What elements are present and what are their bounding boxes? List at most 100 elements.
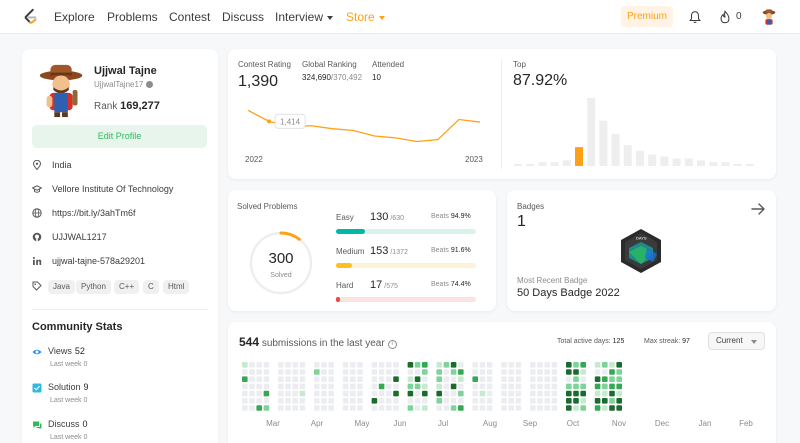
views-last-week: Last week 0 xyxy=(50,361,88,368)
nav-problems[interactable]: Problems xyxy=(107,10,158,24)
heatmap-cell xyxy=(616,369,622,375)
arrow-right-icon[interactable] xyxy=(750,201,766,217)
heatmap-cell xyxy=(321,362,327,368)
attended-value: 10 xyxy=(372,73,381,82)
histogram-bar xyxy=(526,164,535,166)
heatmap-cell xyxy=(342,405,349,411)
info-icon[interactable]: i xyxy=(387,340,397,349)
heatmap-cell xyxy=(263,390,270,397)
histogram-bar xyxy=(562,160,571,166)
heatmap-cell xyxy=(537,362,543,368)
heatmap-cell xyxy=(472,376,478,382)
heatmap-cell xyxy=(515,362,522,368)
heatmap-cell xyxy=(566,383,572,390)
heatmap-cell xyxy=(472,398,478,404)
linkedin-link[interactable]: ujjwal-tajne-578a29201 xyxy=(52,256,146,266)
heatmap-cell xyxy=(256,398,262,404)
heatmap-cell xyxy=(378,398,385,404)
bell-icon[interactable] xyxy=(688,10,702,24)
nav-store[interactable]: Store xyxy=(346,10,385,24)
heatmap-cell xyxy=(458,405,464,411)
heatmap-cell xyxy=(350,383,356,390)
streak-fire-icon[interactable] xyxy=(718,10,732,24)
heatmap-cell xyxy=(443,369,450,375)
nav-discuss[interactable]: Discuss xyxy=(222,10,265,24)
fifty-days-badge-icon[interactable]: DAYS xyxy=(619,228,663,274)
heatmap-cell xyxy=(314,398,320,404)
username-text: UjjwalTajne17 xyxy=(94,80,144,89)
premium-button[interactable]: Premium xyxy=(621,6,673,27)
github-link[interactable]: UJJWAL1217 xyxy=(52,232,107,242)
heatmap-cell xyxy=(486,362,493,368)
heatmap-cell xyxy=(371,398,378,404)
heatmap-cell xyxy=(530,376,536,382)
heatmap-cell xyxy=(458,362,464,368)
leetcode-logo-icon[interactable] xyxy=(22,8,40,26)
website-link[interactable]: https://bit.ly/3ahTm6f xyxy=(52,208,136,218)
rank-label: Rank xyxy=(94,101,118,112)
heatmap-cell xyxy=(602,376,608,382)
skill-tag[interactable]: Java xyxy=(48,280,75,294)
rating-histogram[interactable] xyxy=(514,94,764,166)
profile-rank: Rank 169,277 xyxy=(94,100,160,112)
heatmap-cell xyxy=(314,390,320,397)
heatmap-cell xyxy=(458,376,464,382)
heatmap-cell xyxy=(249,383,255,390)
heatmap-cell xyxy=(292,369,298,375)
skill-tag[interactable]: C++ xyxy=(114,280,140,294)
heatmap-cell xyxy=(486,376,493,382)
heatmap-cell xyxy=(580,405,586,411)
rating-line-chart[interactable]: 1,414 xyxy=(238,99,488,159)
heatmap-cell xyxy=(321,405,327,411)
heatmap-cell xyxy=(321,376,327,382)
heatmap-cell xyxy=(386,398,392,404)
skill-tag[interactable]: Python xyxy=(76,280,111,294)
solved-problems-title: Solved Problems xyxy=(237,202,298,211)
heatmap-cell xyxy=(393,376,399,382)
stat-label: Discuss 0 xyxy=(48,419,88,429)
difficulty-count: 153/1372 xyxy=(370,245,408,257)
location-pin-icon xyxy=(32,159,42,171)
heatmap-cell xyxy=(350,369,356,375)
website-row[interactable]: https://bit.ly/3ahTm6f xyxy=(32,208,136,218)
heatmap-cell xyxy=(263,376,270,382)
heatmap-cell xyxy=(378,390,385,397)
heatmap-cell xyxy=(299,369,306,375)
nav-explore[interactable]: Explore xyxy=(54,10,95,24)
heatmap-cell xyxy=(566,369,572,375)
heatmap-cell xyxy=(436,362,442,368)
github-row[interactable]: UJJWAL1217 xyxy=(32,232,107,242)
hard-beats: 74.4% xyxy=(450,281,471,288)
heatmap-cell xyxy=(515,405,522,411)
heatmap-cell xyxy=(594,390,601,397)
nav-contest[interactable]: Contest xyxy=(169,10,211,24)
heatmap-cell xyxy=(602,383,608,390)
edit-profile-button[interactable]: Edit Profile xyxy=(32,125,207,148)
period-select[interactable]: Current xyxy=(708,332,765,350)
heatmap-cell xyxy=(378,369,385,375)
tag-icon xyxy=(32,281,42,291)
heatmap-cell xyxy=(386,362,392,368)
histogram-bar xyxy=(672,158,681,166)
recent-badge-label: Most Recent Badge xyxy=(517,276,588,285)
skill-tag[interactable]: Html xyxy=(163,280,190,294)
heatmap-cell xyxy=(278,376,284,382)
community-stats-title: Community Stats xyxy=(32,321,123,333)
heatmap-cell xyxy=(479,390,486,397)
user-avatar-icon[interactable] xyxy=(760,8,778,26)
heatmap-cell xyxy=(450,398,457,404)
nav-interview[interactable]: Interview xyxy=(275,10,334,24)
heatmap-cell xyxy=(436,383,442,390)
histogram-bar xyxy=(745,164,754,166)
heatmap-cell xyxy=(472,383,478,390)
linkedin-row[interactable]: ujjwal-tajne-578a29201 xyxy=(32,256,145,266)
heatmap-cell xyxy=(328,376,334,382)
heatmap-cell xyxy=(263,405,270,411)
heatmap-cell xyxy=(594,362,601,368)
heatmap-cell xyxy=(537,383,543,390)
badges-card: Badges 1 DAYS Most Recent Badge 50 Days … xyxy=(507,190,776,311)
skill-tag[interactable]: C xyxy=(143,280,159,294)
heatmap-cell xyxy=(292,362,298,368)
heatmap-cell xyxy=(256,383,262,390)
heatmap-cell xyxy=(292,405,298,411)
